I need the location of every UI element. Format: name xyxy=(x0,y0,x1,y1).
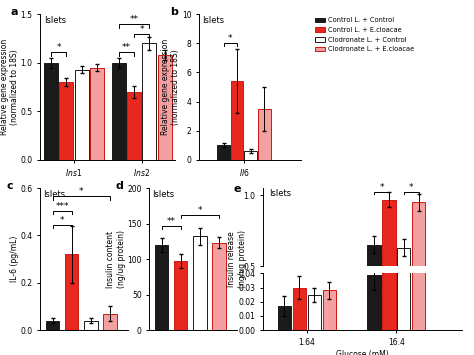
Bar xyxy=(383,200,396,337)
Bar xyxy=(217,145,230,160)
Bar xyxy=(157,55,172,160)
X-axis label: Glucose (mM): Glucose (mM) xyxy=(336,350,389,355)
Text: **: ** xyxy=(167,217,176,226)
Text: a: a xyxy=(10,7,18,17)
Bar xyxy=(142,43,156,160)
Bar xyxy=(59,82,73,160)
Text: Islets: Islets xyxy=(202,16,224,24)
Bar xyxy=(412,202,426,337)
Bar xyxy=(412,239,426,330)
Bar xyxy=(245,151,257,160)
Bar xyxy=(75,70,89,160)
Bar xyxy=(111,63,126,160)
Text: Insulin release
(ng/ug protein): Insulin release (ng/ug protein) xyxy=(228,230,246,288)
Bar xyxy=(383,232,396,330)
Bar xyxy=(193,236,207,330)
Y-axis label: Insulin content
(ng/ug protein): Insulin content (ng/ug protein) xyxy=(106,230,126,288)
Text: *: * xyxy=(79,187,83,196)
Bar xyxy=(90,67,104,160)
Legend: Control L. + Control, Control L. + E.cloacae, Clodronate L. + Control, Clodronat: Control L. + Control, Control L. + E.clo… xyxy=(312,15,417,55)
Y-axis label: Relative gene expression
(normalized to 18S): Relative gene expression (normalized to … xyxy=(161,39,181,135)
Text: d: d xyxy=(116,181,124,191)
Bar xyxy=(278,306,291,330)
Text: *: * xyxy=(60,216,64,225)
Bar xyxy=(174,261,188,330)
Bar xyxy=(397,248,410,330)
Bar xyxy=(155,245,168,330)
Text: b: b xyxy=(171,7,178,17)
Bar xyxy=(308,295,321,330)
Text: Islets: Islets xyxy=(269,189,291,198)
Bar xyxy=(212,243,226,330)
Text: Islets: Islets xyxy=(45,16,66,24)
Bar xyxy=(127,92,141,160)
Bar xyxy=(46,321,59,330)
Text: *: * xyxy=(379,183,384,192)
Bar xyxy=(323,290,336,330)
Bar xyxy=(65,255,79,330)
Bar xyxy=(103,313,117,330)
Y-axis label: IL-6 (pg/mL): IL-6 (pg/mL) xyxy=(10,236,19,282)
Bar xyxy=(397,248,410,337)
Text: Islets: Islets xyxy=(43,190,65,198)
Bar xyxy=(44,63,58,160)
Text: c: c xyxy=(7,181,14,191)
Bar xyxy=(293,288,306,330)
Text: **: ** xyxy=(122,43,131,52)
Bar xyxy=(231,81,243,160)
Text: Islets: Islets xyxy=(152,190,174,198)
Text: *: * xyxy=(56,43,61,52)
Text: ***: *** xyxy=(55,202,69,211)
Bar xyxy=(367,245,381,337)
Bar xyxy=(367,275,381,330)
Bar xyxy=(84,321,98,330)
Text: *: * xyxy=(228,34,233,43)
Text: *: * xyxy=(139,25,144,34)
Text: e: e xyxy=(233,184,241,194)
Text: *: * xyxy=(409,183,414,192)
Text: *: * xyxy=(198,206,202,215)
Y-axis label: Relative gene expression
(normalized to 18S): Relative gene expression (normalized to … xyxy=(0,39,19,135)
Text: **: ** xyxy=(129,15,138,24)
Bar xyxy=(258,109,271,160)
